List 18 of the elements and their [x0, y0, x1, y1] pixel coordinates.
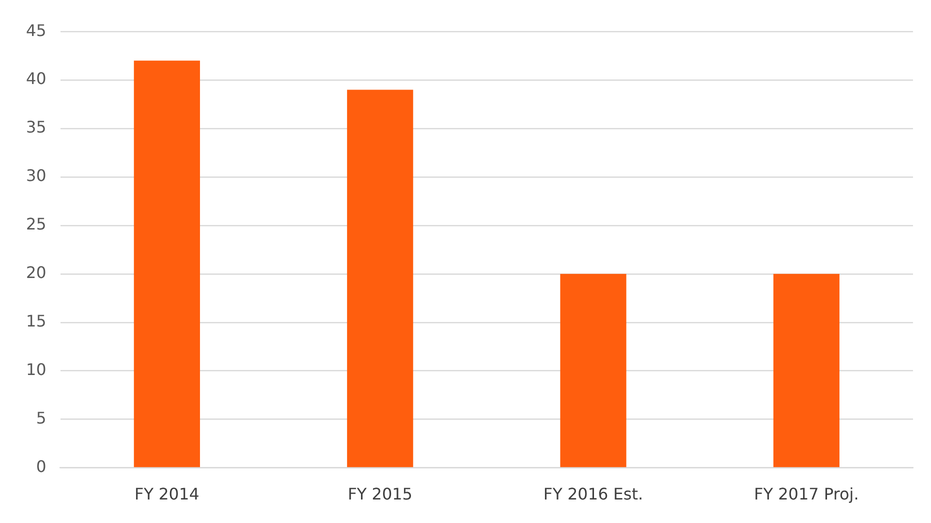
x-tick-label: FY 2016 Est.	[543, 484, 644, 504]
y-tick-label: 25	[26, 214, 46, 234]
x-tick-label: FY 2017 Proj.	[754, 484, 859, 504]
bar	[347, 90, 414, 468]
y-tick-label: 0	[36, 456, 46, 476]
y-tick-label: 20	[26, 263, 46, 282]
x-tick-label: FY 2015	[348, 484, 412, 504]
y-tick-label: 30	[26, 166, 46, 186]
y-tick-label: 5	[36, 408, 46, 428]
bar	[134, 60, 200, 468]
bar	[773, 274, 840, 468]
y-tick-label: 35	[26, 118, 46, 137]
y-tick-label: 45	[26, 20, 46, 40]
bar	[560, 274, 626, 468]
y-tick-label: 15	[26, 312, 46, 331]
y-tick-label: 10	[26, 360, 46, 380]
x-tick-label: FY 2014	[134, 484, 200, 504]
y-tick-label: 40	[26, 69, 46, 88]
